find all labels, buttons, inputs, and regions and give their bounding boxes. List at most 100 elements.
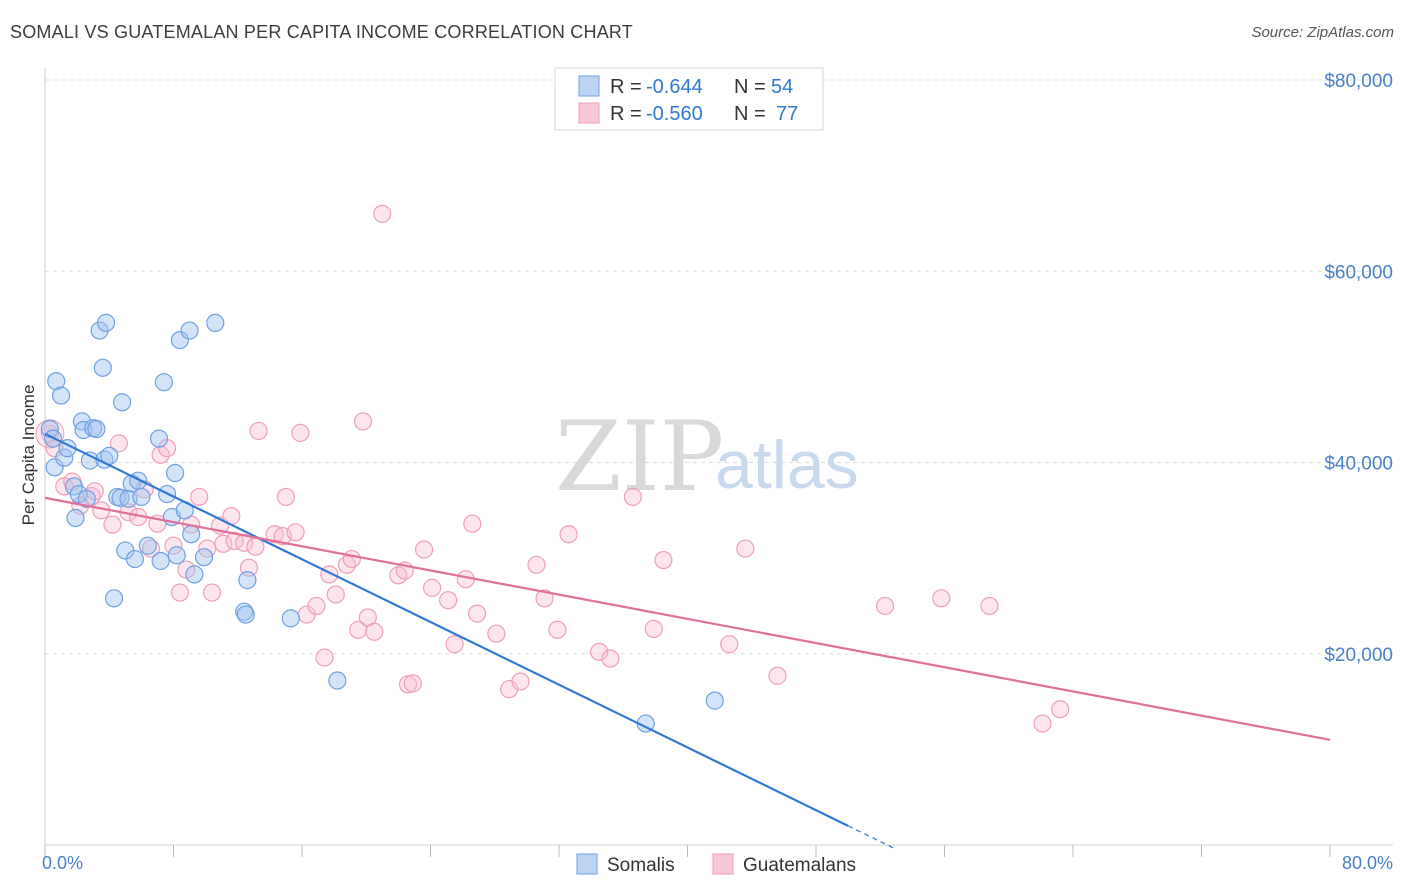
legend-n-label-somalis: N =: [734, 76, 766, 98]
guatemalan-point-18: [170, 583, 190, 602]
watermark: ZIP atlas: [555, 401, 859, 513]
watermark-zip: ZIP: [555, 401, 724, 513]
y-tick-labels: $20,000 $40,000 $60,000 $80,000: [1324, 71, 1393, 666]
series-somalis-points: [40, 313, 724, 733]
guatemalan-point-35: [286, 523, 305, 542]
somali-point-34: [154, 373, 173, 392]
x-tick-label-max: 80.0%: [1342, 853, 1393, 873]
chart-source: Source: ZipAtlas.com: [1251, 24, 1394, 41]
y-tick-label-1: $40,000: [1324, 454, 1393, 475]
somali-point-45: [206, 313, 225, 332]
legend-n-value-somalis: 54: [771, 76, 793, 98]
somali-point-5: [55, 448, 74, 467]
x-tick-labels: 0.0% 80.0%: [42, 853, 1393, 873]
somali-point-47: [236, 605, 255, 624]
somali-point-48: [238, 571, 257, 590]
guatemalan-point-67: [590, 642, 609, 661]
somali-point-8: [66, 508, 85, 528]
y-axis-label: Per Capita Income: [19, 385, 38, 526]
guatemalan-point-58: [463, 514, 482, 533]
bottom-legend: Somalis Guatemalans: [576, 853, 856, 876]
somali-point-39: [170, 331, 190, 350]
guatemalan-point-63: [527, 555, 546, 574]
somali-point-17: [93, 358, 112, 377]
guatemalan-point-59: [467, 604, 487, 623]
somali-point-19: [96, 313, 116, 332]
chart-title: SOMALI VS GUATEMALAN PER CAPITA INCOME C…: [10, 22, 633, 42]
legend-r-value-guatemalans: -0.560: [646, 103, 703, 125]
legend: R = -0.644 N = 54 R = -0.560 N = 77: [554, 67, 824, 131]
guatemalan-point-60: [487, 624, 506, 643]
guatemalan-point-72: [720, 635, 739, 654]
guatemalan-point-25: [214, 534, 233, 553]
guatemalan-point-17: [164, 536, 183, 555]
somali-point-37: [166, 463, 185, 483]
guatemalan-point-78: [1033, 714, 1052, 733]
somali-point-29: [129, 471, 148, 490]
bottom-legend-swatch-somalis: [576, 853, 598, 875]
guatemalan-point-41: [326, 585, 345, 604]
legend-n-label-guatemalans: N =: [734, 103, 766, 125]
guatemalan-point-8: [103, 515, 122, 534]
somali-point-52: [705, 691, 724, 710]
guatemalan-point-36: [291, 423, 310, 442]
trend-lines: [44, 432, 1331, 850]
guatemalan-point-55: [439, 591, 458, 610]
guatemalan-point-54: [423, 578, 442, 597]
guatemalan-point-21: [190, 487, 209, 507]
guatemalan-point-45: [353, 412, 373, 431]
series-guatemalans-points: [35, 204, 1070, 733]
guatemalan-point-68: [601, 649, 620, 668]
somali-point-43: [185, 565, 204, 584]
legend-r-label-somalis: R =: [610, 76, 642, 98]
somali-point-49: [281, 609, 300, 628]
legend-swatch-guatemalans: [578, 102, 600, 124]
guatemalan-point-56: [445, 635, 464, 654]
somali-point-50: [328, 671, 347, 690]
guatemalan-point-39: [315, 648, 334, 667]
somali-point-28: [125, 549, 145, 569]
guatemalan-trend-line: [44, 496, 1331, 741]
somali-point-4: [51, 386, 71, 405]
guatemalan-point-62: [511, 672, 530, 691]
somali-point-12: [77, 489, 96, 508]
legend-swatch-somalis: [578, 75, 600, 97]
somali-point-38: [167, 546, 186, 565]
bottom-legend-label-somalis: Somalis: [607, 855, 675, 876]
legend-n-value-guatemalans: 77: [776, 103, 798, 125]
guatemalan-point-23: [202, 583, 222, 602]
legend-r-label-guatemalans: R =: [610, 103, 642, 125]
watermark-atlas: atlas: [715, 427, 859, 503]
somali-point-3: [47, 372, 66, 391]
somali-point-2: [45, 458, 64, 477]
somali-point-31: [138, 536, 157, 555]
guatemalan-point-38: [307, 596, 326, 616]
guatemalan-point-48: [373, 204, 392, 223]
somali-point-41: [180, 321, 199, 340]
guatemalan-point-30: [246, 537, 265, 556]
legend-box: [554, 67, 824, 131]
guatemalan-point-52: [403, 674, 422, 693]
axes: [44, 68, 1393, 857]
y-tick-label-2: $60,000: [1324, 262, 1393, 283]
guatemalan-point-large: [35, 419, 65, 449]
somali-point-44: [194, 548, 214, 567]
guatemalan-point-70: [644, 619, 663, 638]
somali-trend-line: [44, 432, 849, 827]
y-tick-label-3: $80,000: [1324, 71, 1393, 92]
guatemalan-point-76: [932, 589, 951, 608]
guatemalan-point-77: [980, 596, 999, 616]
guatemalan-point-9: [109, 434, 128, 453]
somali-point-42: [182, 525, 201, 544]
x-tick-label-min: 0.0%: [42, 853, 83, 873]
guatemalan-point-71: [654, 550, 673, 570]
legend-r-value-somalis: -0.644: [646, 76, 703, 98]
guatemalan-point-31: [249, 421, 268, 441]
guatemalan-point-66: [559, 525, 578, 544]
somali-point-21: [104, 589, 124, 608]
guatemalan-point-34: [276, 487, 296, 507]
somali-point-15: [87, 419, 106, 439]
guatemalan-point-13: [141, 539, 161, 558]
guatemalan-point-75: [875, 596, 895, 616]
somali-trend-extension: [847, 825, 897, 850]
